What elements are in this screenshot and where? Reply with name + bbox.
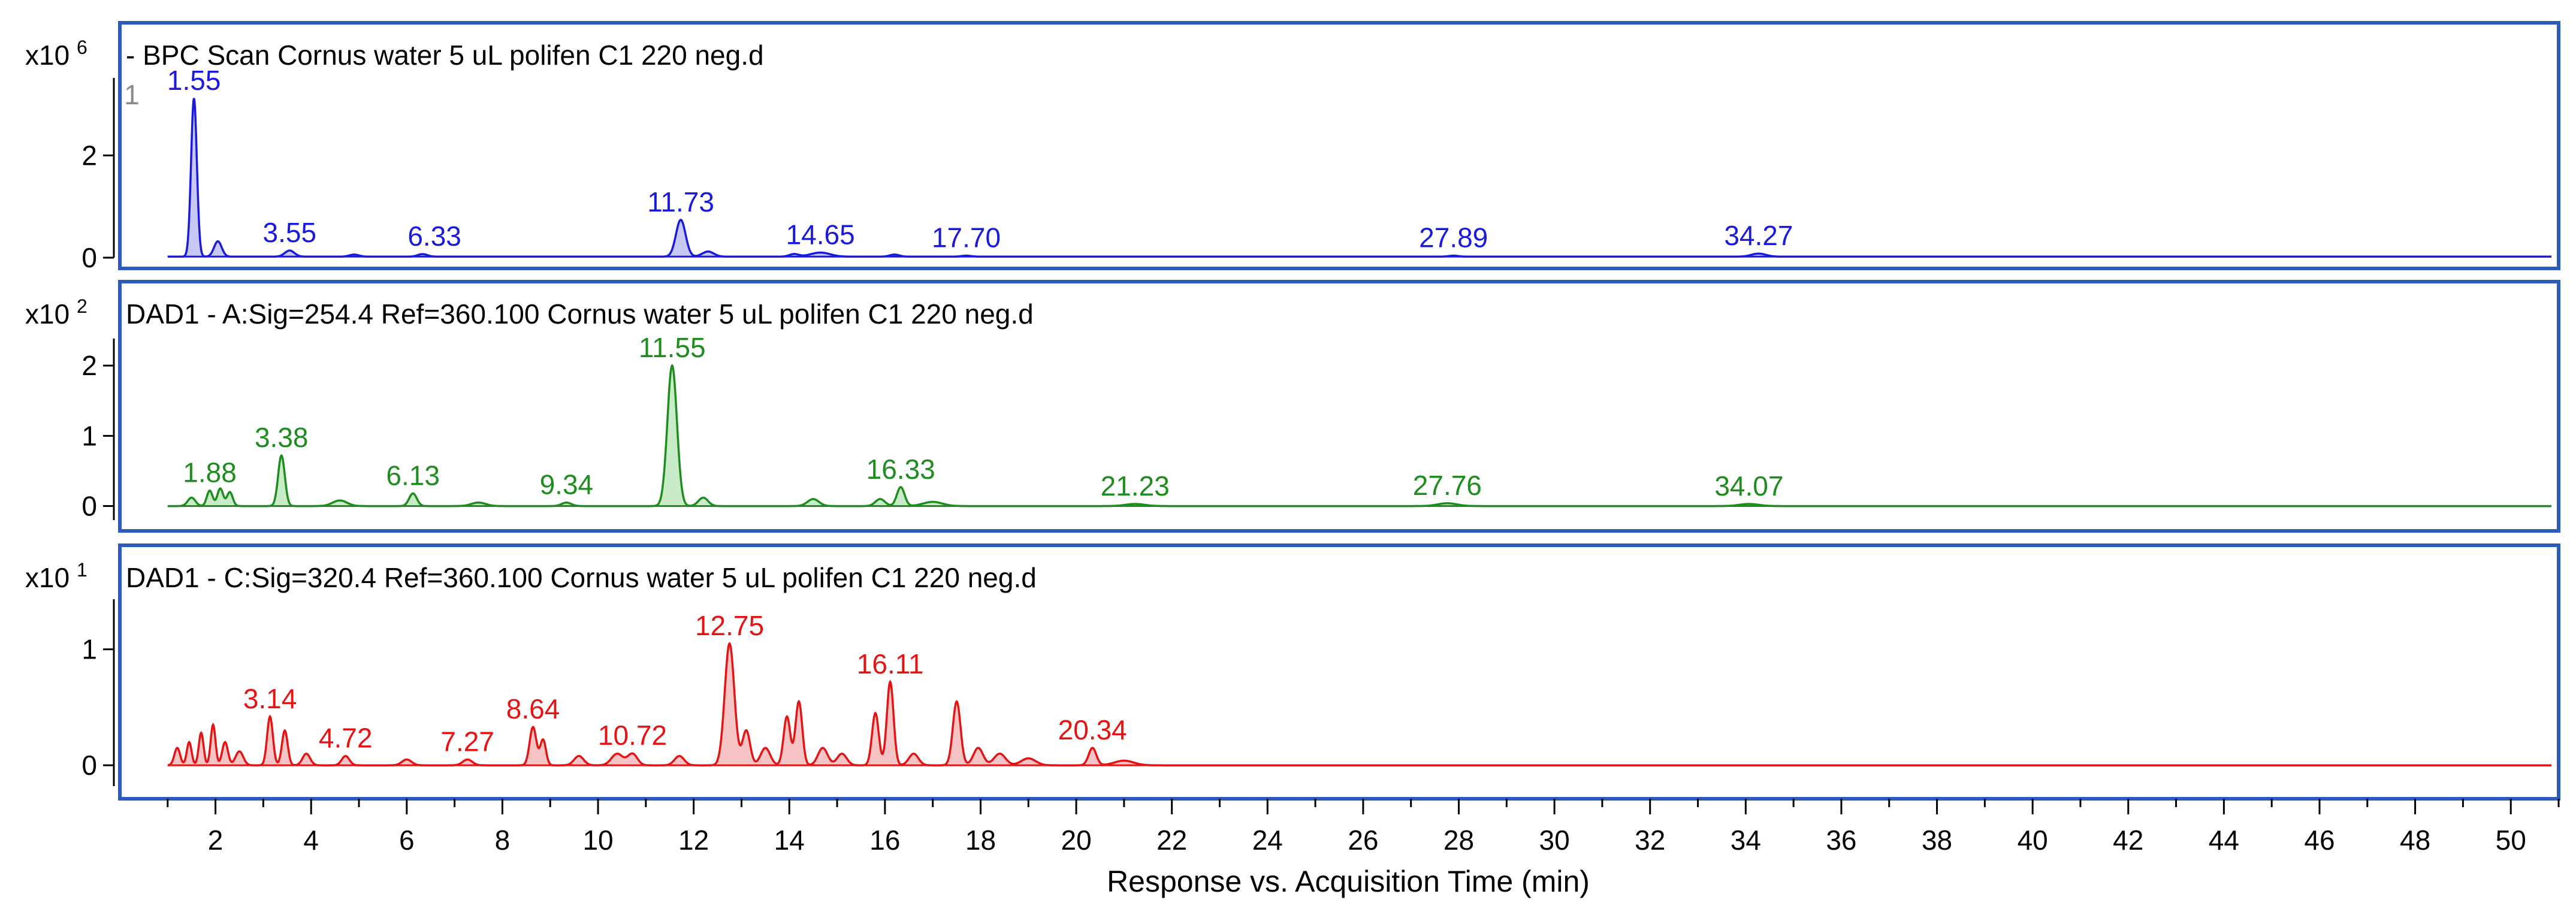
x-tick-label: 24 xyxy=(1252,825,1283,856)
peak-label: 27.89 xyxy=(1419,222,1488,253)
x-tick-label: 40 xyxy=(2018,825,2048,856)
x-tick-label: 26 xyxy=(1348,825,1378,856)
y-tick-label: 1 xyxy=(81,634,97,665)
x-tick-label: 2 xyxy=(208,825,224,856)
x-tick-label: 16 xyxy=(869,825,900,856)
peak-label: 4.72 xyxy=(319,723,373,754)
y-tick-label: 0 xyxy=(81,242,97,273)
panel-title: - BPC Scan Cornus water 5 uL polifen C1 … xyxy=(126,40,764,71)
x-tick-label: 44 xyxy=(2209,825,2239,856)
x-tick-label: 42 xyxy=(2113,825,2143,856)
y-tick-label: 0 xyxy=(81,750,97,781)
x-tick-label: 20 xyxy=(1061,825,1091,856)
x-tick-label: 4 xyxy=(303,825,319,856)
peak-label: 1.88 xyxy=(183,457,237,488)
panel-dad320: x10 1 DAD1 - C:Sig=320.4 Ref=360.100 Cornu… xyxy=(25,543,2560,801)
x-tick-label: 6 xyxy=(399,825,415,856)
y-scale-exponent: 2 xyxy=(77,295,87,317)
peak-label: 7.27 xyxy=(440,726,494,757)
peak-label: 6.33 xyxy=(407,221,461,252)
trace-line xyxy=(167,98,2551,258)
x-tick-label: 22 xyxy=(1156,825,1187,856)
peak-label: 34.27 xyxy=(1724,220,1793,251)
peak-label: 8.64 xyxy=(506,693,560,724)
peak-label: 3.14 xyxy=(243,683,297,714)
x-tick-label: 14 xyxy=(774,825,805,856)
panel-bpc: x10 6 - BPC Scan Cornus water 5 uL polifen… xyxy=(25,21,2560,273)
y-tick-label: 2 xyxy=(81,350,97,381)
x-tick-label: 36 xyxy=(1826,825,1856,856)
peak-label: 20.34 xyxy=(1058,714,1127,745)
y-scale-label: x10 xyxy=(25,298,70,330)
x-tick-label: 30 xyxy=(1539,825,1570,856)
peak-label: 16.11 xyxy=(857,648,924,680)
panel-frame xyxy=(118,543,2560,801)
peak-label: 12.75 xyxy=(695,610,764,641)
panel-frame xyxy=(118,21,2560,270)
x-tick-label: 50 xyxy=(2496,825,2526,856)
peak-label: 16.33 xyxy=(866,454,935,485)
panel-title: DAD1 - A:Sig=254.4 Ref=360.100 Cornus wa… xyxy=(126,298,1034,330)
y-scale-exponent: 1 xyxy=(77,559,87,581)
peak-label: 6.13 xyxy=(386,460,440,491)
x-tick-label: 18 xyxy=(965,825,996,856)
x-tick-label: 38 xyxy=(1922,825,1952,856)
y-scale-label: x10 xyxy=(25,40,70,71)
panel-title: DAD1 - C:Sig=320.4 Ref=360.100 Cornus wa… xyxy=(126,562,1037,593)
x-tick-label: 8 xyxy=(495,825,511,856)
peak-label: 34.07 xyxy=(1714,470,1783,502)
x-tick-label: 48 xyxy=(2400,825,2430,856)
x-tick-label: 34 xyxy=(1731,825,1761,856)
x-axis-label: Response vs. Acquisition Time (min) xyxy=(1107,865,1590,898)
peak-label: 10.72 xyxy=(598,720,667,751)
y-scale-exponent: 6 xyxy=(77,37,87,58)
y-scale-label: x10 xyxy=(25,562,70,593)
peak-label: 3.38 xyxy=(255,422,309,453)
panels-layer: x10 6 - BPC Scan Cornus water 5 uL polifen… xyxy=(25,21,2560,801)
trace-fill xyxy=(167,98,2551,257)
x-tick-label: 12 xyxy=(678,825,709,856)
y-tick-label: 2 xyxy=(81,140,97,171)
peak-label: 11.55 xyxy=(639,332,706,363)
y-tick-label: 1 xyxy=(81,420,97,451)
y-tick-label: 0 xyxy=(81,491,97,522)
panel-dad254: x10 2 DAD1 - A:Sig=254.4 Ref=360.100 Cornu… xyxy=(25,280,2560,533)
peak-label: 9.34 xyxy=(540,469,594,500)
peak-label: 1 xyxy=(124,79,140,110)
trace-line xyxy=(167,642,2551,766)
peak-label: 21.23 xyxy=(1101,470,1170,502)
trace-line xyxy=(167,364,2551,508)
x-tick-label: 32 xyxy=(1635,825,1665,856)
x-axis: 2 4 6 8 10 12 14 16 18 20 22 24 26 28 30 32 34 36 38 40 42 44… xyxy=(167,799,2560,856)
peak-label: 1.55 xyxy=(167,65,221,96)
trace-fill xyxy=(167,366,2551,506)
peak-label: 14.65 xyxy=(786,219,855,250)
peak-label: 17.70 xyxy=(932,222,1001,253)
panel-frame xyxy=(118,280,2560,533)
x-tick-label: 46 xyxy=(2304,825,2335,856)
x-tick-label: 28 xyxy=(1443,825,1474,856)
peak-label: 27.76 xyxy=(1413,470,1482,501)
x-tick-label: 10 xyxy=(582,825,613,856)
peak-label: 11.73 xyxy=(647,186,714,218)
peak-label: 3.55 xyxy=(263,217,317,248)
